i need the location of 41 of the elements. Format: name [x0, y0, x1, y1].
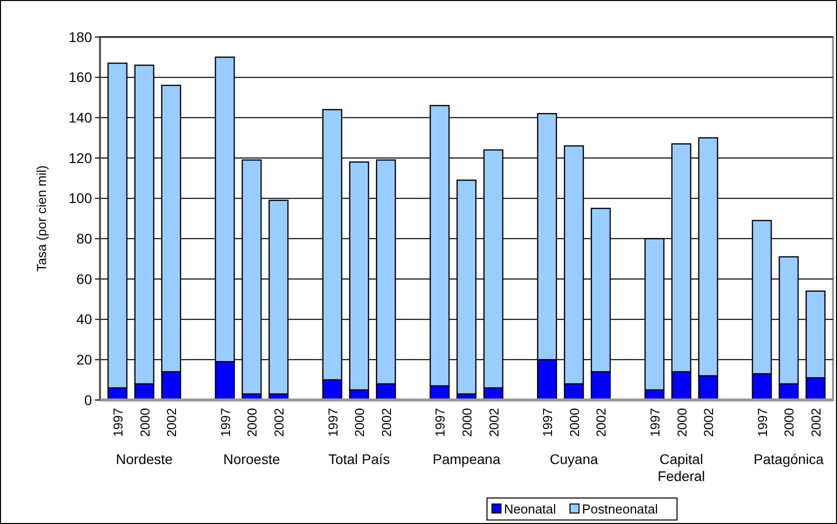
x-tick-label: 2000: [674, 408, 690, 437]
text: Noroeste: [223, 451, 280, 467]
text: Total País: [328, 451, 390, 467]
y-tick-label: 100: [68, 190, 92, 206]
y-axis-title: Tasa (por cien mil): [34, 165, 49, 272]
x-tick-label: 2002: [594, 408, 609, 437]
y-tick-label: 140: [68, 110, 92, 126]
text: Pampeana: [432, 451, 501, 467]
legend-label: Neonatal: [504, 502, 556, 517]
y-tick-label: 160: [68, 69, 92, 86]
text: Cuyana: [550, 451, 598, 467]
y-tick-label: 40: [76, 311, 92, 328]
x-tick-label: 2000: [137, 408, 152, 437]
x-tick-label: 1997: [647, 408, 662, 437]
x-tick-label: 2000: [352, 408, 368, 437]
x-tick-label: 1997: [754, 408, 770, 437]
y-tick-label: 80: [76, 230, 92, 247]
text: Nordeste: [116, 451, 173, 467]
text: Patagónica: [754, 451, 824, 467]
x-tick-label: 1997: [432, 408, 448, 437]
text: Capital Federal: [658, 451, 706, 484]
x-tick-label: 2002: [164, 408, 180, 437]
x-tick-label: 1997: [110, 408, 126, 437]
x-tick-label: 2000: [244, 408, 260, 437]
y-tick-label: 0: [84, 392, 92, 408]
x-tick-label: 1997: [218, 408, 233, 437]
x-tick-label: 2002: [808, 408, 824, 437]
x-tick-label: 1997: [325, 408, 340, 437]
x-tick-label: 1997: [540, 408, 556, 437]
y-tick-label: 120: [68, 150, 92, 166]
x-tick-label: 2000: [782, 408, 797, 437]
x-tick-label: 2002: [701, 408, 716, 437]
y-tick-label: 60: [76, 270, 92, 287]
x-tick-label: 2000: [460, 408, 474, 437]
legend-label: Postneonatal: [582, 502, 658, 517]
x-tick-label: 2002: [378, 408, 394, 437]
x-tick-label: 2002: [486, 408, 502, 437]
x-tick-label: 2002: [272, 408, 287, 437]
x-tick-label: 2000: [566, 408, 582, 437]
y-tick-label: 20: [76, 352, 92, 368]
y-tick-label: 180: [68, 28, 92, 45]
